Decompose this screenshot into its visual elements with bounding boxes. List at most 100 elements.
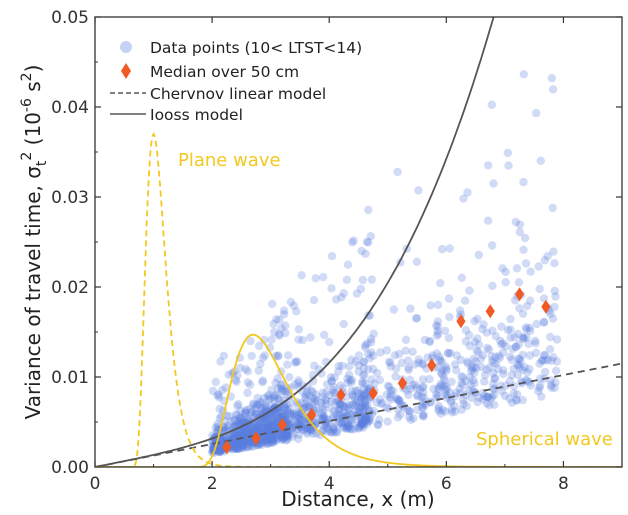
data-point <box>256 421 265 430</box>
data-point <box>297 271 306 280</box>
data-point <box>401 335 411 344</box>
data-point <box>216 446 225 455</box>
data-point <box>238 442 247 451</box>
data-point <box>467 366 476 376</box>
data-point <box>445 312 454 322</box>
data-point <box>344 421 354 431</box>
data-point <box>429 384 438 394</box>
data-point <box>404 390 413 400</box>
data-point <box>282 430 292 440</box>
data-point <box>229 439 238 448</box>
data-point <box>515 354 524 364</box>
data-point <box>347 418 356 427</box>
data-point <box>452 366 461 375</box>
data-point <box>320 330 329 339</box>
data-point <box>350 424 359 433</box>
data-point <box>312 396 322 405</box>
data-point <box>268 421 277 430</box>
data-point <box>317 409 326 419</box>
data-point <box>239 426 248 436</box>
data-point <box>465 373 475 382</box>
data-point <box>307 386 316 395</box>
data-point <box>265 394 274 404</box>
data-point <box>242 427 251 436</box>
data-point <box>436 381 446 391</box>
data-point <box>244 437 253 446</box>
data-point <box>285 409 295 419</box>
data-point <box>471 357 480 366</box>
x-tick-label: 2 <box>207 474 218 494</box>
data-point <box>372 398 381 407</box>
data-point <box>376 399 386 408</box>
data-point <box>283 433 292 442</box>
data-point <box>397 358 406 368</box>
data-point <box>329 406 339 416</box>
data-point <box>236 414 246 423</box>
data-point <box>263 423 272 432</box>
data-point <box>419 397 428 406</box>
data-point <box>232 439 241 448</box>
data-point <box>270 391 279 400</box>
data-point <box>233 438 242 447</box>
data-point <box>425 336 434 346</box>
data-point <box>433 300 443 310</box>
data-point <box>507 355 516 364</box>
data-point <box>267 436 276 445</box>
data-point <box>347 410 356 419</box>
y-tick-label: 0.05 <box>51 8 89 28</box>
data-point <box>343 374 352 383</box>
data-point <box>515 220 525 229</box>
data-point <box>239 426 249 435</box>
data-point <box>334 361 344 371</box>
data-point <box>473 397 482 407</box>
legend: Data points (10< LTST<14) Median over 50… <box>110 39 362 124</box>
median-point <box>307 407 317 422</box>
data-point <box>334 367 343 376</box>
data-point <box>490 373 500 383</box>
data-point <box>367 348 376 357</box>
data-point <box>347 378 356 387</box>
data-point <box>432 321 441 330</box>
data-point <box>450 360 460 369</box>
data-point <box>500 391 510 401</box>
data-point <box>495 351 504 360</box>
data-point <box>375 415 384 424</box>
data-point <box>273 393 283 403</box>
data-point <box>246 408 256 417</box>
data-point <box>418 411 427 420</box>
data-point <box>548 314 558 323</box>
data-point <box>329 411 338 420</box>
data-point <box>230 435 240 444</box>
data-point <box>339 417 348 427</box>
data-point <box>241 433 250 443</box>
data-point <box>342 424 351 433</box>
data-point <box>386 358 395 367</box>
data-point <box>268 435 278 445</box>
data-point <box>398 401 407 410</box>
data-point <box>255 400 264 409</box>
data-point <box>330 389 339 398</box>
data-point <box>279 310 289 319</box>
data-point <box>234 439 243 448</box>
y-axis-title: Variance of travel time, σt2 (10-6 s2) <box>19 65 50 420</box>
data-point <box>262 407 271 416</box>
data-point <box>257 438 266 448</box>
data-point <box>265 420 274 430</box>
data-point <box>291 358 300 367</box>
data-point <box>258 353 268 362</box>
data-point <box>358 418 367 427</box>
data-point <box>366 232 375 241</box>
data-point <box>350 393 360 403</box>
data-point <box>308 398 317 407</box>
data-point <box>336 381 345 390</box>
data-point <box>474 340 484 349</box>
data-point <box>301 390 311 399</box>
data-point <box>314 414 324 423</box>
data-point <box>321 418 330 428</box>
data-point <box>363 414 372 423</box>
data-point <box>231 440 241 450</box>
data-point <box>278 408 287 418</box>
data-point <box>482 328 492 337</box>
data-point <box>351 357 360 366</box>
data-point <box>470 317 479 326</box>
